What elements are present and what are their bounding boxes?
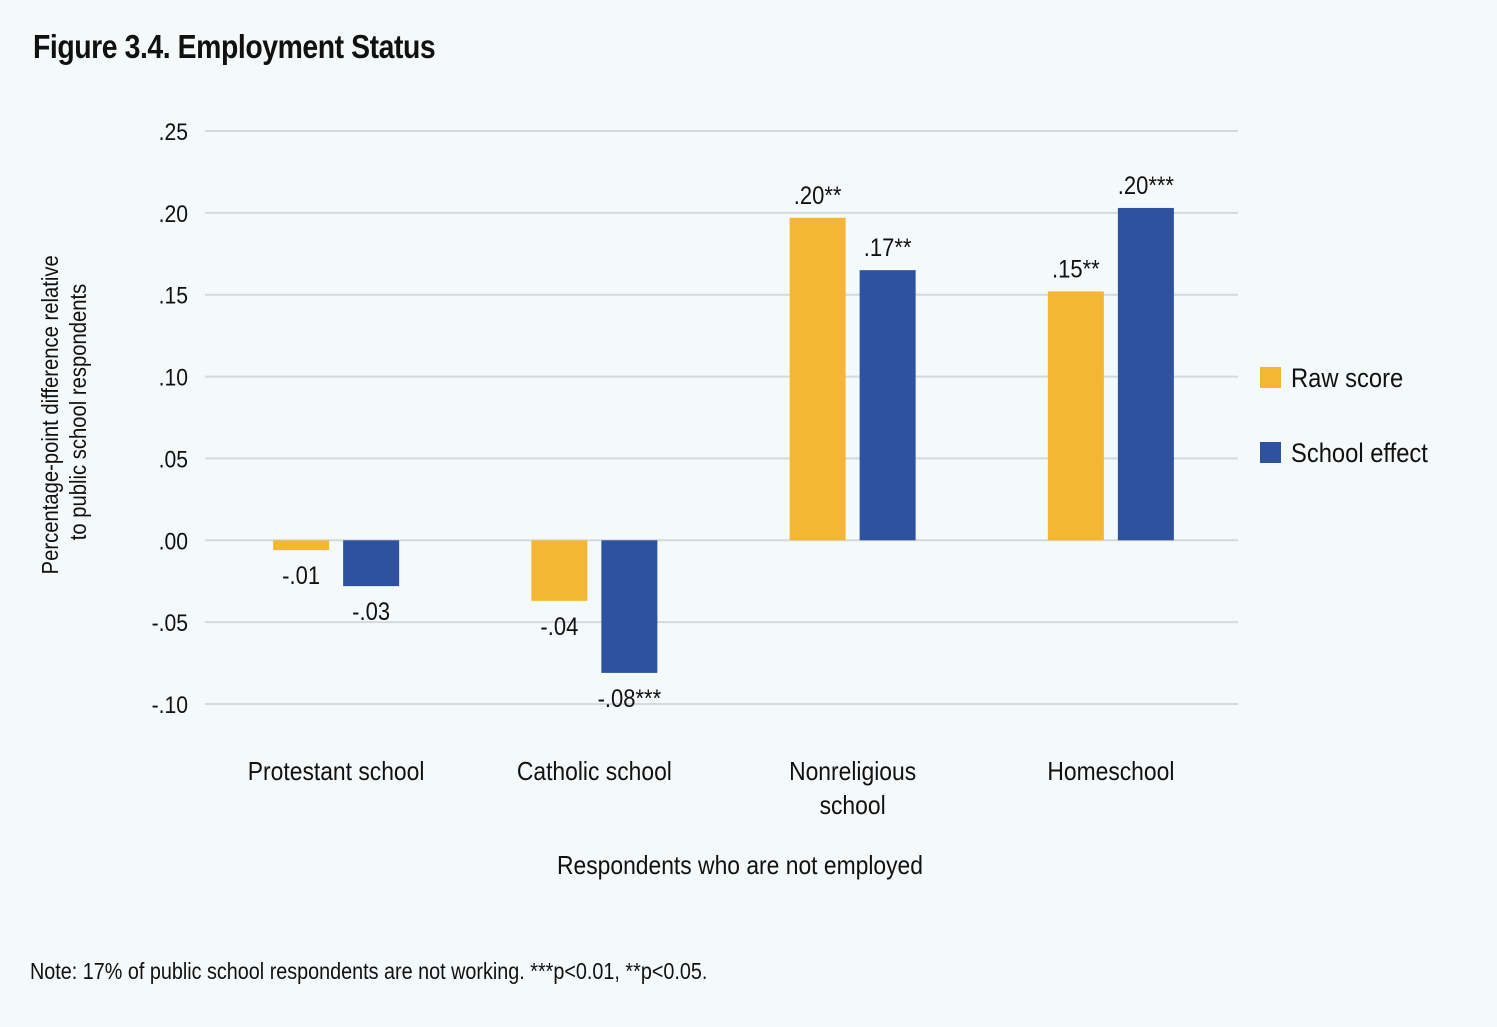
bar-raw-score [1047, 291, 1104, 541]
bar-raw-score [531, 540, 588, 601]
data-label: -.01 [282, 562, 320, 590]
data-label: .20** [794, 181, 842, 209]
x-axis-title: Respondents who are not employed [557, 852, 923, 881]
legend-label: Raw score [1291, 364, 1403, 394]
data-label: .15** [1052, 255, 1100, 283]
y-axis-title: Percentage-point difference relative to … [37, 250, 92, 575]
x-category-label: Nonreligious [789, 758, 916, 787]
x-category-label: Protestant school [248, 758, 425, 787]
y-axis-title-line-2: to public school respondents [65, 284, 92, 541]
bar-raw-score [789, 217, 846, 541]
x-category-label: school [820, 792, 886, 821]
gridlines [205, 130, 1238, 705]
data-label: -.08*** [598, 685, 662, 713]
bar-school-effect [601, 540, 658, 673]
legend-swatch [1260, 442, 1281, 463]
x-category-label: Homeschool [1047, 758, 1174, 787]
legend-swatch [1260, 367, 1281, 388]
y-tick-label: -.10 [152, 692, 188, 719]
y-tick-label: .15 [159, 282, 188, 309]
data-label: -.03 [352, 598, 390, 626]
y-axis-title-line-1: Percentage-point difference relative [37, 255, 64, 574]
legend: Raw score School effect [1260, 364, 1428, 469]
y-tick-label: .25 [159, 119, 188, 146]
bar-school-effect [343, 540, 400, 587]
y-tick-label: .05 [159, 446, 188, 473]
x-axis-categories: Protestant school Catholic school Nonrelig… [248, 758, 1175, 821]
y-tick-label: -.05 [152, 610, 188, 637]
y-axis-ticks: .25 .20 .15 .10 .05 .00 -.05 -.10 [152, 119, 188, 719]
x-category-label: Catholic school [517, 758, 672, 787]
bar-school-effect [859, 270, 916, 541]
data-labels: -.01 -.03 -.04 -.08*** .20** .17** .15** .20*** [282, 172, 1174, 713]
chart-title: Figure 3.4. Employment Status [33, 28, 436, 65]
bar-school-effect [1117, 207, 1174, 541]
data-label: .20*** [1118, 172, 1174, 200]
bars [273, 207, 1174, 673]
data-label: .17** [864, 234, 912, 262]
legend-label: School effect [1291, 439, 1428, 469]
y-tick-label: .10 [159, 364, 188, 391]
y-tick-label: .20 [159, 201, 188, 228]
footnote: Note: 17% of public school respondents a… [30, 958, 708, 984]
bar-raw-score [273, 540, 330, 551]
data-label: -.04 [540, 613, 578, 641]
y-tick-label: .00 [159, 528, 188, 555]
